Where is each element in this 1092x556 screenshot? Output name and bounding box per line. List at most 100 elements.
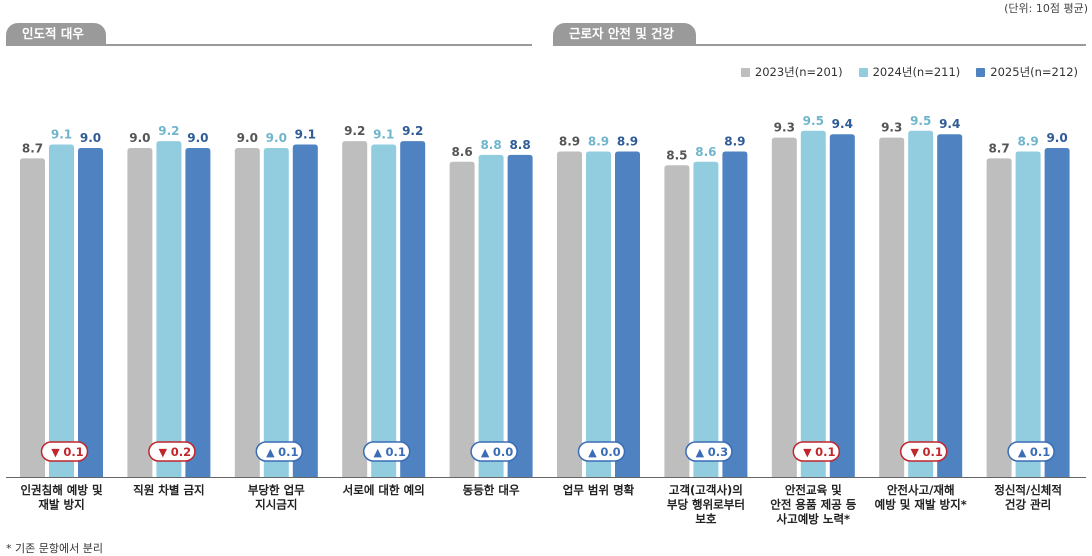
value-label-2024-cat-6: 8.9 bbox=[588, 134, 609, 148]
bar-2023-cat-8 bbox=[771, 137, 797, 477]
legend-swatch-2023 bbox=[740, 67, 750, 77]
legend-swatch-2025 bbox=[976, 67, 986, 77]
value-label-2024-cat-10: 8.9 bbox=[1017, 134, 1038, 148]
value-label-2024-cat-3: 9.0 bbox=[266, 131, 287, 145]
category-label-1-line-2: 재발 방지 bbox=[38, 498, 84, 512]
category-label-5-line-1: 동등한 대우 bbox=[463, 483, 520, 497]
value-label-2025-cat-4: 9.2 bbox=[402, 124, 423, 138]
up-triangle-icon: ▲ bbox=[1018, 446, 1027, 459]
value-label-2024-cat-9: 9.5 bbox=[910, 114, 931, 128]
category-label-7-line-1: 고객(고객사)의 bbox=[669, 483, 743, 497]
value-label-2025-cat-5: 8.8 bbox=[509, 138, 530, 152]
change-value-cat-7: 0.3 bbox=[708, 445, 728, 459]
legend-item-2023: 2023년(n=201) bbox=[740, 64, 843, 80]
value-label-2023-cat-7: 8.5 bbox=[666, 148, 687, 162]
up-triangle-icon: ▲ bbox=[373, 446, 382, 459]
down-triangle-icon: ▼ bbox=[159, 446, 168, 459]
change-badge-cat-3 bbox=[255, 441, 304, 462]
value-label-2023-cat-2: 9.0 bbox=[129, 131, 150, 145]
bar-2024-cat-5 bbox=[478, 154, 504, 477]
value-label-2023-cat-6: 8.9 bbox=[559, 134, 580, 148]
legend-item-2024: 2024년(n=211) bbox=[858, 64, 961, 80]
change-badge-cat-4 bbox=[362, 441, 411, 462]
category-label-3-line-1: 부당한 업무 bbox=[248, 483, 305, 497]
bar-2024-cat-9 bbox=[908, 130, 934, 477]
bar-2023-cat-5 bbox=[449, 161, 475, 478]
section-tab-humane-treatment: 인도적 대우 bbox=[6, 23, 106, 45]
bar-2024-cat-8 bbox=[800, 130, 826, 477]
change-value-cat-2: 0.2 bbox=[171, 445, 191, 459]
bar-2024-cat-3 bbox=[263, 148, 289, 477]
value-label-2023-cat-9: 9.3 bbox=[881, 121, 902, 135]
bar-2024-cat-10 bbox=[1015, 151, 1041, 477]
value-label-2025-cat-2: 9.0 bbox=[187, 131, 208, 145]
down-triangle-icon: ▼ bbox=[51, 446, 60, 459]
change-badge-cat-7 bbox=[685, 441, 733, 462]
down-triangle-icon: ▼ bbox=[910, 446, 919, 459]
bar-2025-cat-4 bbox=[400, 141, 426, 477]
value-label-2023-cat-4: 9.2 bbox=[344, 124, 365, 138]
bar-2025-cat-1 bbox=[78, 148, 103, 477]
value-label-2024-cat-2: 9.2 bbox=[158, 124, 179, 138]
legend-label-2025: 2025년(n=212) bbox=[990, 65, 1078, 79]
legend-label-2023: 2023년(n=201) bbox=[754, 65, 843, 79]
bar-2023-cat-6 bbox=[557, 151, 582, 477]
category-label-7-line-3: 보호 bbox=[695, 512, 717, 526]
value-label-2025-cat-3: 9.1 bbox=[295, 128, 316, 142]
value-label-2025-cat-1: 9.0 bbox=[80, 131, 101, 145]
bar-2024-cat-4 bbox=[371, 144, 397, 478]
chart-legend: 2023년(n=201) 2024년(n=211) 2025년(n=212) bbox=[740, 64, 1078, 80]
up-triangle-icon: ▲ bbox=[588, 446, 597, 459]
up-triangle-icon: ▲ bbox=[481, 446, 490, 459]
legend-label-2024: 2024년(n=211) bbox=[872, 65, 961, 79]
value-label-2025-cat-9: 9.4 bbox=[939, 117, 960, 131]
change-value-cat-10: 0.1 bbox=[1030, 445, 1050, 459]
down-triangle-icon: ▼ bbox=[803, 446, 812, 459]
category-label-10-line-1: 정신적/신체적 bbox=[994, 483, 1062, 497]
footnote: * 기존 문항에서 분리 bbox=[6, 542, 103, 555]
value-label-2024-cat-4: 9.1 bbox=[373, 128, 394, 142]
up-triangle-icon: ▲ bbox=[266, 446, 275, 459]
bar-2025-cat-7 bbox=[722, 151, 748, 477]
value-label-2025-cat-6: 8.9 bbox=[617, 134, 638, 148]
up-triangle-icon: ▲ bbox=[696, 446, 705, 459]
value-label-2023-cat-8: 9.3 bbox=[774, 121, 795, 135]
change-value-cat-4: 0.1 bbox=[386, 445, 406, 459]
bar-2025-cat-8 bbox=[829, 134, 855, 477]
category-label-9-line-2: 예방 및 재발 방지* bbox=[875, 498, 967, 512]
value-label-2023-cat-1: 8.7 bbox=[22, 141, 43, 155]
value-label-2023-cat-10: 8.7 bbox=[988, 141, 1009, 155]
value-label-2024-cat-5: 8.8 bbox=[480, 138, 501, 152]
bar-2023-cat-7 bbox=[664, 165, 690, 477]
value-label-2025-cat-7: 8.9 bbox=[724, 134, 745, 148]
bar-2025-cat-10 bbox=[1044, 148, 1070, 477]
bar-2024-cat-2 bbox=[156, 141, 182, 477]
change-badge-cat-10 bbox=[1007, 441, 1055, 462]
change-value-cat-3: 0.1 bbox=[278, 445, 298, 459]
value-label-2024-cat-8: 9.5 bbox=[803, 114, 824, 128]
bar-2023-cat-1 bbox=[20, 158, 45, 477]
change-value-cat-6: 0.0 bbox=[600, 445, 620, 459]
change-badge-cat-1 bbox=[40, 441, 89, 462]
category-label-10-line-2: 건강 관리 bbox=[1005, 498, 1051, 512]
change-badge-cat-6 bbox=[577, 441, 626, 462]
bar-2025-cat-3 bbox=[292, 144, 318, 478]
change-badge-cat-8 bbox=[792, 441, 841, 462]
value-label-2024-cat-7: 8.6 bbox=[695, 145, 716, 159]
value-label-2024-cat-1: 9.1 bbox=[51, 128, 72, 142]
change-badge-cat-9 bbox=[899, 441, 948, 462]
bar-2023-cat-3 bbox=[234, 148, 260, 477]
section-tab-worker-safety: 근로자 안전 및 건강 bbox=[553, 23, 697, 45]
change-badge-cat-5 bbox=[470, 441, 518, 462]
bar-2024-cat-7 bbox=[693, 161, 719, 478]
category-label-8-line-2: 안전 용품 제공 등 bbox=[770, 498, 856, 512]
bar-2023-cat-2 bbox=[127, 148, 153, 477]
category-label-8-line-1: 안전교육 및 bbox=[785, 483, 842, 497]
category-label-8-line-3: 사고예방 노력* bbox=[777, 512, 851, 526]
bar-2025-cat-9 bbox=[937, 134, 963, 477]
category-label-7-line-2: 부당 행위로부터 bbox=[667, 498, 745, 512]
bar-2023-cat-9 bbox=[879, 137, 905, 477]
change-value-cat-5: 0.0 bbox=[493, 445, 513, 459]
unit-note: (단위: 10점 평균) bbox=[1004, 2, 1088, 15]
